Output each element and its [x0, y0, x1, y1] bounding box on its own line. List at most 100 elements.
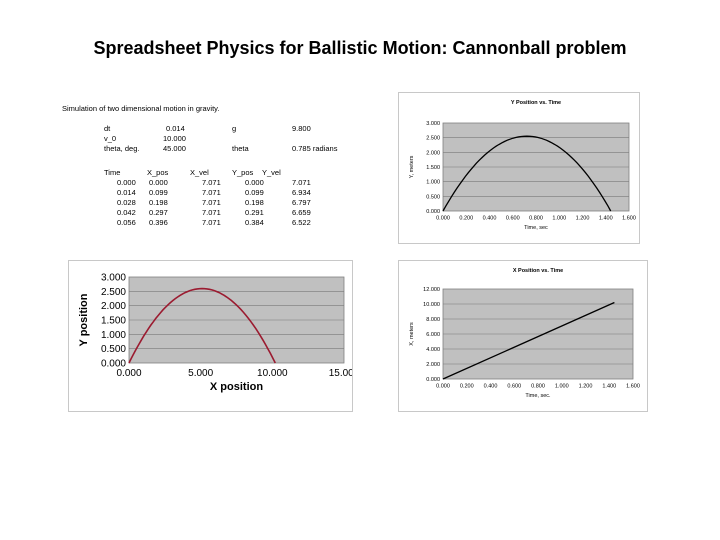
column-header: Y_vel [262, 168, 281, 177]
y-tick-label: 0.500 [101, 344, 126, 355]
table-cell: 7.071 [202, 208, 221, 217]
x-tick-label: 0.000 [116, 368, 141, 379]
y-tick-label: 4.000 [426, 347, 440, 353]
y-tick-label: 0.000 [101, 359, 126, 370]
y-tick-label: 0.500 [426, 194, 440, 200]
column-header: X_pos [147, 168, 169, 177]
table-cell: 7.071 [202, 188, 221, 197]
y-tick-label: 1.000 [101, 330, 126, 341]
y-tick-label: 2.000 [426, 150, 440, 156]
y-tick-label: 2.500 [101, 287, 126, 298]
x-tick-label: 1.400 [602, 384, 616, 390]
param-value: 0.014 [166, 124, 185, 133]
param-value: 9.800 [292, 124, 311, 133]
y-axis-label: Y position [78, 293, 90, 346]
chart-y-vs-time-svg: 0.000 0.500 1.000 1.500 2.000 2.500 3.000 0.000… [409, 100, 636, 231]
table-cell: 0.291 [245, 208, 264, 217]
table-cell: 0.297 [149, 208, 168, 217]
chart-y-vs-x-svg: 0.000 0.500 1.000 1.500 2.000 2.500 3.000 0.000… [78, 273, 360, 394]
param-value: 0.785 radians [292, 144, 338, 153]
y-tick-label: 2.500 [426, 136, 440, 142]
x-tick-label: 5.000 [188, 368, 213, 379]
x-tick-label: 1.000 [555, 384, 569, 390]
table-cell: 0.042 [117, 208, 136, 217]
sheet-caption: Simulation of two dimensional motion in … [62, 104, 220, 113]
y-tick-label: 2.000 [426, 362, 440, 368]
y-tick-label: 8.000 [426, 317, 440, 323]
param-value: 45.000 [163, 144, 186, 153]
table-cell: 6.522 [292, 218, 311, 227]
series-line [128, 287, 277, 364]
x-tick-label: 10.000 [257, 368, 288, 379]
param-label: theta [232, 144, 249, 153]
series-line [442, 301, 615, 380]
chart-y-vs-x: 0.000 0.500 1.000 1.500 2.000 2.500 3.000 0.000… [68, 260, 360, 412]
x-tick-label: 1.200 [576, 216, 590, 222]
y-axis-label: X, meters [409, 322, 415, 346]
table-cell: 6.797 [292, 198, 311, 207]
x-axis-label: Time, sec. [525, 393, 551, 399]
x-tick-label: 0.600 [506, 216, 520, 222]
chart-y-vs-time: 0.000 0.500 1.000 1.500 2.000 2.500 3.000 0.000… [398, 92, 640, 244]
y-tick-label: 1.500 [426, 165, 440, 171]
param-label: v_0 [104, 134, 117, 143]
y-tick-label: 1.500 [101, 316, 126, 327]
table-cell: 0.056 [117, 218, 136, 227]
x-tick-label: 0.600 [507, 384, 521, 390]
column-header: X_vel [190, 168, 209, 177]
chart-x-vs-time: 0.000 2.000 4.000 6.000 8.000 10.000 12.000 0.0… [398, 260, 648, 412]
table-cell: 7.071 [202, 178, 221, 187]
x-tick-label: 0.000 [436, 384, 450, 390]
table-cell: 0.396 [149, 218, 168, 227]
x-tick-label: 0.200 [459, 216, 473, 222]
x-tick-label: 0.400 [483, 216, 497, 222]
y-tick-label: 2.000 [101, 301, 126, 312]
chart-x-vs-time-svg: 0.000 2.000 4.000 6.000 8.000 10.000 12.000 0.0… [409, 268, 640, 399]
y-tick-label: 0.000 [426, 209, 440, 215]
y-tick-label: 6.000 [426, 332, 440, 338]
table-cell: 6.934 [292, 188, 311, 197]
table-cell: 0.099 [149, 188, 168, 197]
x-tick-label: 1.000 [552, 216, 566, 222]
x-tick-label: 1.600 [626, 384, 640, 390]
page-title: Spreadsheet Physics for Ballistic Motion… [93, 38, 627, 58]
x-tick-label: 0.400 [484, 384, 498, 390]
table-cell: 0.028 [117, 198, 136, 207]
x-tick-label: 0.800 [529, 216, 543, 222]
param-label: g [232, 124, 237, 133]
table-cell: 7.071 [202, 198, 221, 207]
table-cell: 0.198 [245, 198, 264, 207]
x-tick-label: 0.200 [460, 384, 474, 390]
column-header: Time [104, 168, 121, 177]
table-cell: 0.000 [149, 178, 168, 187]
param-value: 10.000 [163, 134, 186, 143]
chart-title: Y Position vs. Time [511, 100, 561, 106]
param-label: dt [104, 124, 111, 133]
column-header: Y_pos [232, 168, 254, 177]
x-tick-label: 1.200 [579, 384, 593, 390]
table-cell: 7.071 [202, 218, 221, 227]
series-line [442, 135, 612, 212]
param-label: theta, deg. [104, 144, 140, 153]
y-axis-label: Y, meters [409, 155, 415, 178]
x-tick-label: 1.400 [599, 216, 613, 222]
y-tick-label: 12.000 [423, 287, 440, 293]
y-tick-label: 1.000 [426, 180, 440, 186]
x-tick-label: 15.000 [329, 368, 352, 379]
spreadsheet-table: Simulation of two dimensional motion in … [62, 104, 382, 234]
y-tick-label: 10.000 [423, 302, 440, 308]
table-cell: 0.198 [149, 198, 168, 207]
x-tick-label: 0.000 [436, 216, 450, 222]
table-cell: 7.071 [292, 178, 311, 187]
y-tick-label: 3.000 [101, 273, 126, 284]
y-tick-label: 0.000 [426, 377, 440, 383]
table-cell: 0.014 [117, 188, 136, 197]
x-tick-label: 1.600 [622, 216, 636, 222]
x-tick-label: 0.800 [531, 384, 545, 390]
table-cell: 0.099 [245, 188, 264, 197]
x-axis-label: Time, sec [524, 225, 548, 231]
table-cell: 6.659 [292, 208, 311, 217]
chart-title: X Position vs. Time [513, 268, 563, 274]
table-cell: 0.000 [245, 178, 264, 187]
table-cell: 0.000 [117, 178, 136, 187]
